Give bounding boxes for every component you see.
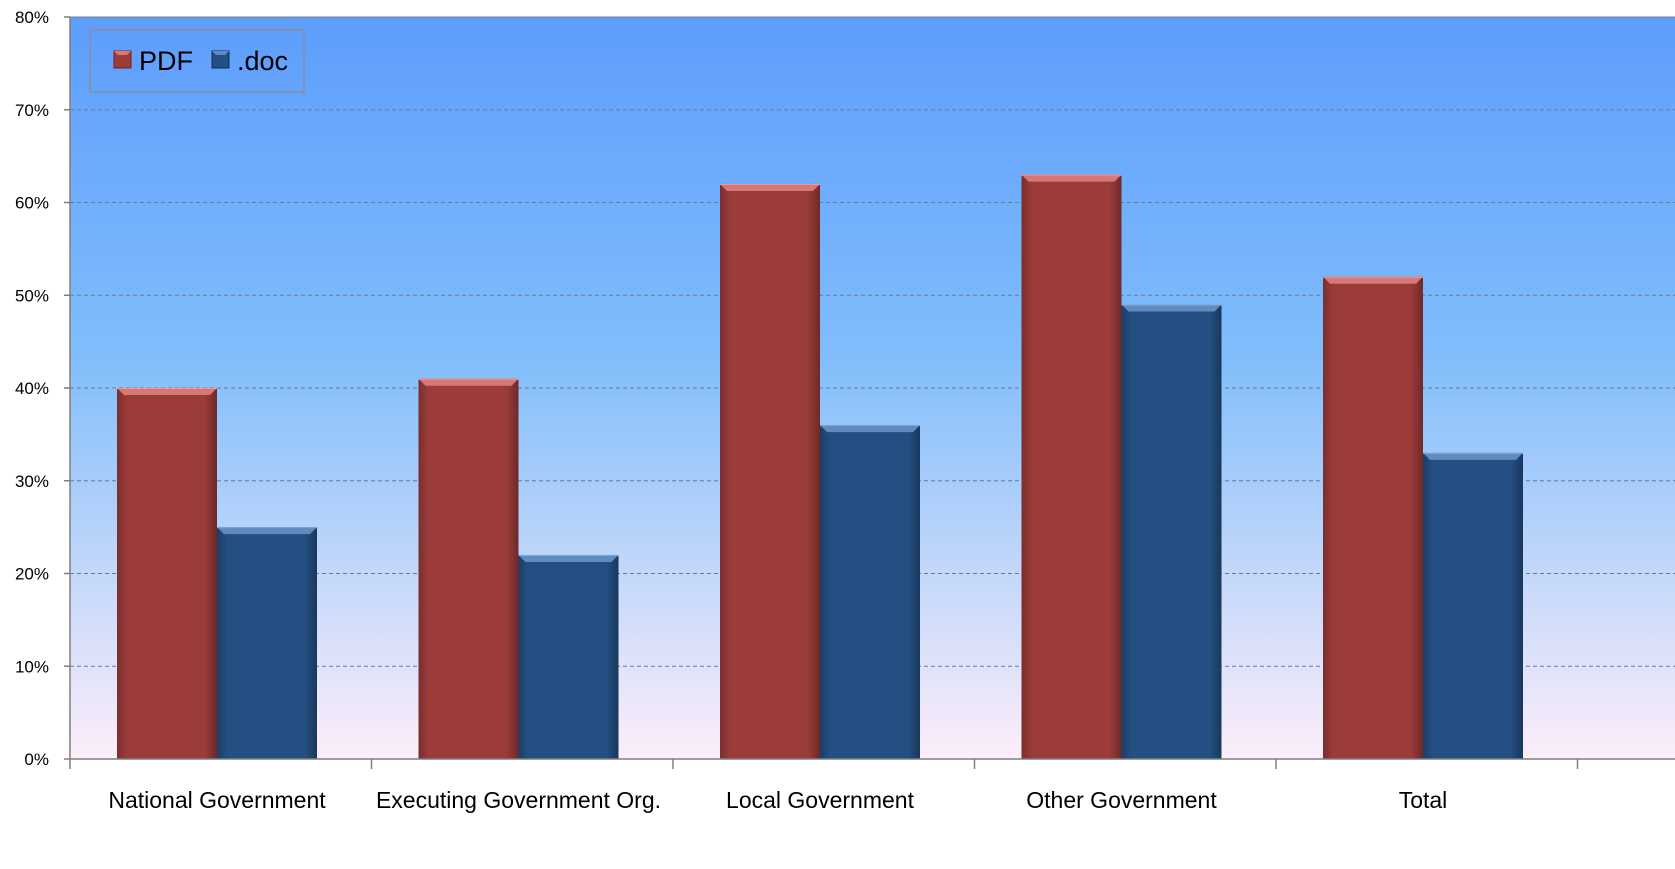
bar-shading (1423, 452, 1523, 759)
bar-doc-0 (217, 527, 317, 759)
bar-shading (217, 527, 317, 759)
x-axis-category-labels: National Government Executing Government … (108, 787, 1447, 813)
x-category-label: National Government (108, 787, 326, 813)
bar-shading (518, 554, 619, 759)
bar-top-bevel (1423, 452, 1523, 460)
bar-shading (820, 425, 920, 759)
bar-doc-2 (820, 425, 920, 759)
legend-swatch-bevel (212, 51, 229, 55)
bar-top-bevel (117, 388, 217, 395)
bar-pdf-0 (117, 388, 217, 759)
bar-shading (1121, 304, 1222, 759)
y-tick-label: 30% (15, 472, 49, 491)
bar-top-bevel (217, 527, 317, 535)
bar-doc-1 (518, 554, 619, 759)
x-category-label: Local Government (726, 787, 915, 813)
bar-top-bevel (1121, 304, 1222, 312)
bar-top-bevel (1021, 174, 1122, 182)
bar-top-bevel (418, 378, 519, 386)
y-tick-label: 80% (15, 8, 49, 27)
bar-pdf-3 (1021, 174, 1122, 760)
y-tick-label: 0% (24, 750, 49, 769)
legend-item-pdf: PDF (113, 46, 193, 76)
x-category-label: Total (1399, 787, 1448, 813)
bar-pdf-2 (720, 183, 820, 759)
axes (64, 16, 1675, 769)
y-axis-tick-labels: 0% 10% 20% 30% 40% 50% 60% 70% 80% (15, 8, 49, 769)
bar-shading (720, 183, 820, 759)
legend-label: PDF (139, 46, 193, 76)
legend-item-doc: .doc (211, 46, 288, 76)
bar-top-bevel (1323, 276, 1423, 284)
bar-top-bevel (720, 183, 820, 191)
legend: PDF .doc (89, 29, 305, 93)
bar-shading (117, 388, 217, 759)
y-tick-label: 20% (15, 565, 49, 584)
legend-label: .doc (237, 46, 288, 76)
bars (117, 174, 1523, 760)
x-category-label: Other Government (1026, 787, 1217, 813)
legend-items: PDF .doc (113, 46, 288, 76)
bar-pdf-4 (1323, 276, 1423, 759)
bar-top-bevel (820, 425, 920, 433)
bar-shading (418, 378, 519, 759)
bar-shading (1021, 174, 1122, 760)
legend-swatch-bevel (114, 51, 131, 55)
bar-pdf-1 (418, 378, 519, 759)
y-tick-label: 60% (15, 194, 49, 213)
bar-doc-3 (1121, 304, 1222, 759)
x-category-label: Executing Government Org. (376, 787, 661, 813)
y-tick-label: 10% (15, 657, 49, 676)
y-tick-label: 50% (15, 286, 49, 305)
legend-box (89, 29, 305, 93)
y-tick-label: 70% (15, 101, 49, 120)
bar-shading (1323, 276, 1423, 759)
y-tick-label: 40% (15, 379, 49, 398)
bar-doc-4 (1423, 452, 1523, 759)
bar-top-bevel (518, 554, 619, 562)
